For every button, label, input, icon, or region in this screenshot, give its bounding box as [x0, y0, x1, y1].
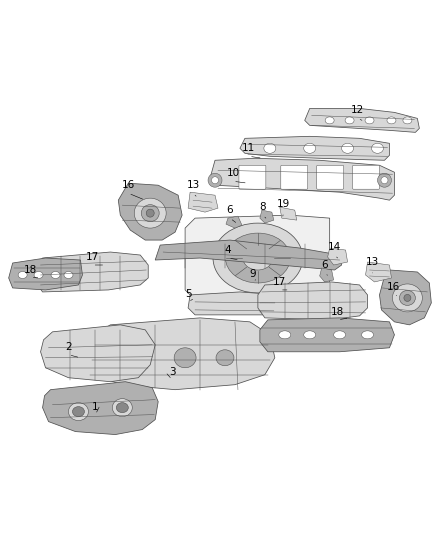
Ellipse shape: [304, 331, 316, 339]
Text: 16: 16: [387, 282, 400, 292]
Text: 6: 6: [321, 260, 328, 270]
Text: 5: 5: [185, 289, 191, 299]
Text: 18: 18: [24, 265, 37, 275]
Ellipse shape: [365, 117, 374, 124]
Ellipse shape: [68, 402, 88, 421]
Ellipse shape: [399, 290, 415, 305]
Ellipse shape: [252, 254, 264, 263]
Ellipse shape: [213, 223, 303, 293]
FancyBboxPatch shape: [281, 165, 308, 189]
Text: 4: 4: [225, 245, 231, 255]
Ellipse shape: [134, 198, 166, 228]
Polygon shape: [260, 318, 395, 352]
Text: 8: 8: [260, 202, 266, 212]
Ellipse shape: [212, 177, 219, 184]
Polygon shape: [85, 318, 275, 390]
Ellipse shape: [208, 173, 222, 187]
Polygon shape: [118, 183, 182, 240]
Polygon shape: [280, 207, 297, 220]
Polygon shape: [155, 240, 342, 270]
Polygon shape: [320, 268, 334, 282]
Text: 6: 6: [226, 205, 233, 215]
Ellipse shape: [112, 399, 132, 417]
Text: 16: 16: [122, 180, 135, 190]
Ellipse shape: [64, 271, 73, 278]
Ellipse shape: [51, 271, 60, 278]
Text: 2: 2: [65, 342, 72, 352]
Ellipse shape: [216, 350, 234, 366]
Polygon shape: [35, 252, 148, 292]
Ellipse shape: [381, 177, 388, 184]
Text: 12: 12: [351, 106, 364, 116]
Polygon shape: [226, 216, 242, 228]
Ellipse shape: [34, 271, 43, 278]
Polygon shape: [42, 382, 158, 434]
Text: 3: 3: [169, 367, 176, 377]
Polygon shape: [328, 248, 348, 265]
Ellipse shape: [18, 271, 27, 278]
Ellipse shape: [304, 143, 316, 154]
Ellipse shape: [243, 246, 273, 270]
Text: 17: 17: [273, 277, 286, 287]
FancyBboxPatch shape: [353, 165, 379, 189]
Polygon shape: [185, 215, 330, 305]
Ellipse shape: [72, 407, 85, 417]
Text: 9: 9: [250, 269, 256, 279]
Polygon shape: [210, 158, 395, 200]
Text: 11: 11: [242, 143, 255, 154]
FancyBboxPatch shape: [239, 165, 266, 189]
FancyBboxPatch shape: [317, 165, 343, 189]
Ellipse shape: [279, 331, 291, 339]
Ellipse shape: [174, 348, 196, 368]
Text: 13: 13: [187, 180, 200, 190]
Text: 18: 18: [331, 307, 344, 317]
Ellipse shape: [403, 117, 412, 124]
Text: 13: 13: [366, 257, 379, 267]
Polygon shape: [260, 210, 274, 223]
Ellipse shape: [264, 143, 276, 154]
Polygon shape: [366, 262, 392, 282]
Polygon shape: [258, 282, 367, 320]
Ellipse shape: [141, 205, 159, 222]
Text: 1: 1: [92, 402, 99, 411]
Ellipse shape: [404, 294, 411, 301]
Ellipse shape: [117, 402, 128, 413]
Ellipse shape: [387, 117, 396, 124]
Ellipse shape: [146, 209, 154, 217]
Polygon shape: [41, 325, 155, 382]
Polygon shape: [9, 258, 82, 290]
Ellipse shape: [345, 117, 354, 124]
Polygon shape: [379, 270, 431, 325]
Ellipse shape: [334, 331, 346, 339]
Polygon shape: [305, 108, 419, 132]
Ellipse shape: [392, 284, 422, 312]
Ellipse shape: [325, 117, 334, 124]
Ellipse shape: [125, 346, 145, 364]
Text: 10: 10: [226, 168, 240, 178]
Polygon shape: [240, 136, 389, 160]
Text: 19: 19: [277, 199, 290, 209]
Text: 17: 17: [86, 252, 99, 262]
Text: 14: 14: [328, 242, 341, 252]
Ellipse shape: [378, 173, 392, 187]
Ellipse shape: [371, 143, 384, 154]
Ellipse shape: [361, 331, 374, 339]
Ellipse shape: [342, 143, 353, 154]
Polygon shape: [188, 192, 218, 212]
Polygon shape: [188, 292, 280, 315]
Ellipse shape: [226, 233, 290, 283]
